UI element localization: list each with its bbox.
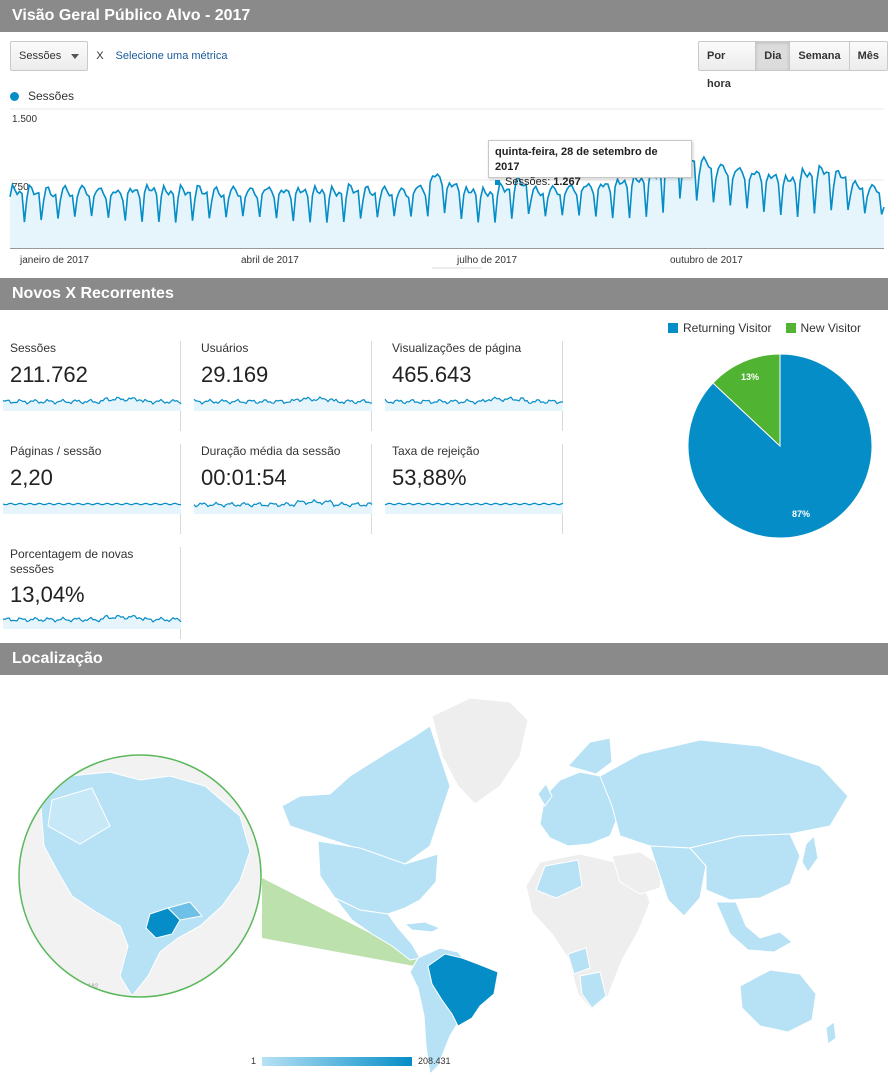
map-region-brazil[interactable] (427, 953, 499, 1027)
scale-min-label: 1 (251, 1056, 257, 1066)
scorecard-value: 2,20 (10, 465, 53, 490)
scorecard-value: 00:01:54 (201, 465, 287, 490)
remove-metric-icon[interactable]: X (96, 50, 104, 62)
x-tick-label: abril de 2017 (241, 255, 299, 266)
x-tick-label: outubro de 2017 (670, 255, 743, 266)
sessions-line-chart[interactable]: 1.500 750 janeiro de 2017 abril de 2017 … (0, 104, 888, 272)
scale-max-label: 208.431 (418, 1056, 451, 1066)
location-title: Localização (12, 650, 103, 667)
map-region-southeast-asia[interactable] (715, 901, 793, 953)
sparkline-bounce-rate (384, 502, 564, 514)
inset-region-amazonas[interactable] (47, 787, 111, 845)
map-region-greenland[interactable] (431, 697, 529, 805)
tooltip-value: 1.267 (553, 176, 581, 188)
series-dot-icon (10, 91, 19, 101)
metric-dropdown-label: Sessões (19, 50, 62, 62)
map-region-usa[interactable] (317, 840, 439, 915)
scorecard-sessions[interactable]: Sessões 211.762 (0, 341, 182, 431)
map-region-north-europe[interactable] (537, 737, 613, 807)
period-toggle: Por hora Dia Semana Mês (698, 41, 888, 90)
overview-header: Visão Geral Público Alvo - 2017 (0, 0, 888, 32)
scorecard-label: Porcentagem de novas sessões (10, 547, 134, 576)
audience-header: Novos X Recorrentes (0, 278, 888, 310)
tooltip-row: Sessões: 1.267 (495, 175, 685, 190)
map-region-russia[interactable] (599, 739, 849, 849)
period-week-button[interactable]: Semana (789, 41, 850, 71)
select-metric-link[interactable]: Selecione uma métrica (115, 50, 228, 62)
scorecard-label: Duração média da sessão (201, 444, 341, 458)
inset-region-minas[interactable] (167, 901, 203, 921)
map-region-north-africa[interactable] (535, 859, 583, 899)
sparkline-avg-duration (193, 498, 373, 514)
map-region-middle-east[interactable] (611, 851, 663, 895)
scorecard-label: Páginas / sessão (10, 444, 102, 458)
y-tick-label: 750 (12, 182, 29, 193)
series-square-icon (495, 180, 500, 185)
overview-title: Visão Geral Público Alvo - 2017 (12, 7, 251, 24)
sparkline-pageviews (384, 396, 564, 411)
map-color-scale: 1 208.431 (251, 1056, 451, 1066)
map-region-angola[interactable] (567, 947, 591, 975)
visitor-pie-chart[interactable]: 87% 13% (686, 352, 874, 540)
pie-slice-new[interactable] (712, 353, 781, 448)
map-region-europe[interactable] (539, 771, 619, 847)
period-hour-button[interactable]: Por hora (698, 41, 757, 90)
chevron-down-icon (71, 53, 80, 59)
sparkline-sessions (2, 396, 182, 411)
x-tick-label: julho de 2017 (456, 255, 517, 266)
x-tick-label: janeiro de 2017 (19, 255, 89, 266)
scorecard-label: Usuários (201, 341, 249, 355)
scorecard-label: Sessões (10, 341, 57, 355)
pie-legend-returning[interactable]: Returning Visitor (668, 321, 772, 335)
series-line (9, 141, 885, 223)
scorecard-bounce-rate[interactable]: Taxa de rejeição 53,88% (382, 444, 564, 534)
chart-tooltip: quinta-feira, 28 de setembro de 2017 Ses… (488, 140, 692, 188)
scorecard-value: 211.762 (10, 362, 88, 387)
map-region-caribbean[interactable] (403, 921, 442, 933)
location-header: Localização (0, 643, 888, 675)
map-region-japan[interactable] (801, 834, 819, 873)
pie-legend-label: Returning Visitor (683, 321, 772, 335)
world-map[interactable]: 182 (0, 676, 888, 1080)
pie-legend-new[interactable]: New Visitor (785, 321, 861, 335)
sparkline-users (193, 396, 373, 411)
sparkline-pages-per-session (2, 502, 182, 514)
scorecard-new-sessions[interactable]: Porcentagem de novas sessões 13,04% (0, 547, 182, 639)
tooltip-series-label: Sessões: (505, 176, 551, 188)
scorecard-value: 53,88% (392, 465, 467, 490)
returning-square-icon (668, 323, 678, 333)
y-tick-label: 1.500 (12, 114, 37, 125)
legend-label: Sessões (28, 89, 75, 103)
chart-legend: Sessões (10, 89, 74, 103)
pie-label-returning: 87% (792, 509, 810, 519)
map-region-australia[interactable] (739, 969, 817, 1033)
scorecard-value: 29.169 (201, 362, 269, 387)
pie-label-new: 13% (741, 372, 759, 382)
zoom-connector (262, 878, 430, 968)
metric-dropdown[interactable]: Sessões (10, 41, 89, 71)
new-square-icon (785, 323, 796, 333)
period-month-button[interactable]: Mês (848, 41, 888, 71)
audience-title: Novos X Recorrentes (12, 285, 174, 302)
scorecard-pages-per-session[interactable]: Páginas / sessão 2,20 (0, 444, 182, 534)
pie-legend: Returning Visitor New Visitor (668, 321, 875, 335)
pie-legend-label: New Visitor (800, 321, 861, 335)
scorecard-users[interactable]: Usuários 29.169 (191, 341, 373, 431)
scale-gradient-bar (262, 1056, 413, 1066)
map-region-china[interactable] (689, 833, 801, 901)
scorecard-pageviews[interactable]: Visualizações de página 465.643 (382, 341, 564, 431)
metric-controls: Sessões X Selecione uma métrica (10, 41, 227, 71)
period-day-button[interactable]: Dia (755, 41, 791, 71)
scorecard-label: Visualizações de página (392, 341, 522, 355)
sparkline-new-sessions (2, 614, 182, 629)
scorecard-avg-duration[interactable]: Duração média da sessão 00:01:54 (191, 444, 373, 534)
map-region-canada[interactable] (281, 725, 451, 865)
scorecard-label: Taxa de rejeição (392, 444, 480, 458)
scorecard-value: 13,04% (10, 582, 85, 607)
scorecard-value: 465.643 (392, 362, 472, 387)
map-region-south-africa[interactable] (579, 971, 607, 1009)
map-region-new-zealand[interactable] (825, 1021, 837, 1045)
tooltip-date: quinta-feira, 28 de setembro de 2017 (495, 146, 658, 173)
